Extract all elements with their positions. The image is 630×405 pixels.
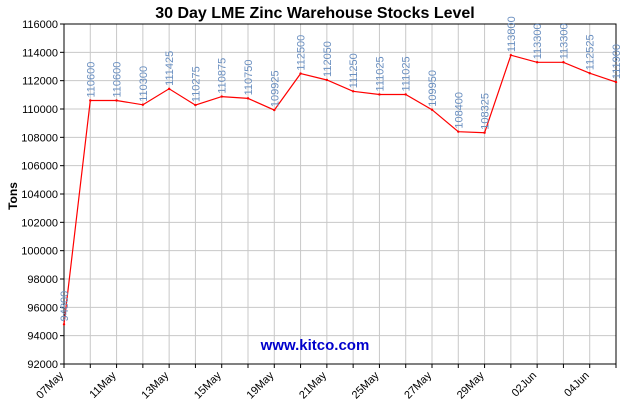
data-label: 110600 bbox=[85, 62, 97, 98]
data-label: 111900 bbox=[611, 44, 623, 79]
data-label: 94800 bbox=[59, 291, 71, 322]
data-label: 110275 bbox=[190, 66, 202, 102]
data-point bbox=[299, 72, 302, 75]
data-label: 110750 bbox=[243, 59, 255, 95]
data-point bbox=[167, 87, 171, 91]
series-line bbox=[63, 54, 617, 325]
series-zinc-stocks bbox=[62, 53, 618, 326]
y-tick-label: 94000 bbox=[27, 331, 58, 343]
data-point bbox=[535, 61, 539, 64]
y-axis-ticks: 92000 94000 96000 98000 100000 102000 104000 10… bbox=[21, 19, 64, 371]
y-tick-label: 104000 bbox=[21, 189, 58, 201]
data-label: 110875 bbox=[217, 58, 229, 94]
data-point bbox=[115, 99, 118, 102]
data-point bbox=[614, 80, 618, 84]
watermark-text: www.kitco.com bbox=[260, 337, 370, 354]
data-point bbox=[141, 103, 145, 106]
chart-title: 30 Day LME Zinc Warehouse Stocks Level bbox=[155, 5, 475, 22]
data-label: 109950 bbox=[427, 70, 439, 107]
data-point bbox=[246, 97, 250, 100]
data-label: 112500 bbox=[296, 35, 308, 71]
data-label: 110600 bbox=[112, 62, 124, 98]
y-tick-label: 114000 bbox=[22, 47, 58, 59]
data-label: 112050 bbox=[322, 41, 334, 77]
data-point bbox=[404, 93, 407, 96]
data-label: 110300 bbox=[138, 66, 150, 102]
y-tick-label: 92000 bbox=[27, 359, 58, 371]
plot-frame bbox=[63, 23, 617, 365]
data-label: 111025 bbox=[401, 56, 413, 91]
data-point bbox=[220, 95, 223, 98]
data-point bbox=[351, 90, 355, 93]
y-tick-label: 96000 bbox=[27, 302, 58, 314]
data-point bbox=[483, 131, 486, 134]
data-label: 113300 bbox=[558, 23, 570, 59]
y-tick-label: 98000 bbox=[27, 274, 58, 286]
data-label: 108400 bbox=[453, 92, 465, 129]
data-label: 113300 bbox=[532, 23, 544, 59]
y-tick-label: 116000 bbox=[22, 19, 58, 31]
y-tick-label: 112000 bbox=[22, 76, 58, 88]
y-tick-label: 102000 bbox=[21, 217, 58, 229]
data-label: 111025 bbox=[374, 56, 386, 91]
y-tick-label: 106000 bbox=[21, 161, 58, 173]
y-tick-label: 100000 bbox=[21, 246, 58, 258]
y-axis-label: Tons bbox=[6, 182, 20, 210]
data-point bbox=[430, 108, 434, 111]
y-tick-label: 108000 bbox=[21, 132, 58, 144]
data-point bbox=[273, 108, 276, 112]
data-label: 113800 bbox=[506, 16, 518, 52]
data-label: 109925 bbox=[269, 70, 281, 107]
data-point bbox=[378, 93, 381, 96]
data-point bbox=[325, 78, 329, 82]
y-tick-label: 110000 bbox=[22, 104, 58, 116]
data-point bbox=[509, 53, 513, 57]
data-point bbox=[588, 72, 591, 75]
data-labels: 94800 110600 110600 110300 111425 110275 11087… bbox=[59, 16, 623, 321]
data-point bbox=[194, 103, 197, 107]
data-label: 112525 bbox=[585, 34, 597, 70]
data-point bbox=[62, 323, 66, 326]
data-point bbox=[457, 130, 460, 133]
data-point bbox=[562, 61, 565, 64]
data-label: 111425 bbox=[164, 51, 176, 86]
data-label: 108325 bbox=[480, 93, 492, 130]
data-label: 111250 bbox=[348, 53, 360, 88]
data-point bbox=[89, 99, 92, 102]
